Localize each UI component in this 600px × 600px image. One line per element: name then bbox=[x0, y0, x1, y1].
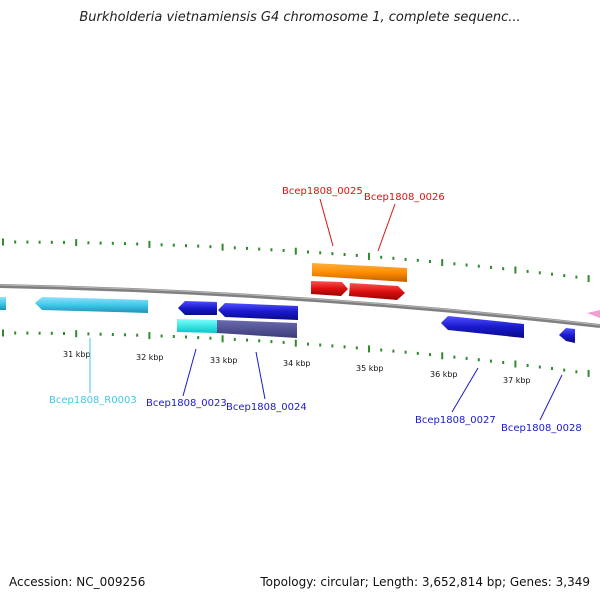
gene-arrow-bcep1808-r0003[interactable] bbox=[35, 297, 148, 313]
cyan-feature-0023[interactable] bbox=[177, 319, 217, 333]
leader-bcep1808-0024 bbox=[255, 351, 266, 400]
gene-label-bcep1808-0027[interactable]: Bcep1808_0027 bbox=[415, 415, 496, 426]
pink-feature-right-edge[interactable] bbox=[587, 310, 600, 318]
accession-text: Accession: NC_009256 bbox=[9, 575, 146, 589]
gc-content-track-upper bbox=[2, 238, 590, 283]
tick-label-35kbp: 35 kbp bbox=[356, 364, 384, 373]
tick-label-34kbp: 34 kbp bbox=[283, 359, 311, 368]
genome-summary-text: Topology: circular; Length: 3,652,814 bp… bbox=[260, 575, 590, 589]
gene-label-bcep1808-0026[interactable]: Bcep1808_0026 bbox=[364, 192, 445, 203]
leader-bcep1808-0028 bbox=[539, 374, 563, 421]
leader-bcep1808-0023 bbox=[182, 348, 197, 397]
orange-feature-0025-0026[interactable] bbox=[312, 263, 407, 282]
gene-label-bcep1808-r0003[interactable]: Bcep1808_R0003 bbox=[49, 395, 137, 406]
purple-feature-0024[interactable] bbox=[217, 320, 297, 338]
gene-arrow-bcep1808-0023[interactable] bbox=[178, 301, 217, 315]
gene-arrow-bcep1808-0028[interactable] bbox=[559, 328, 575, 343]
gene-label-bcep1808-0025[interactable]: Bcep1808_0025 bbox=[282, 186, 363, 197]
feature-left-edge[interactable] bbox=[0, 297, 6, 310]
tick-label-37kbp: 37 kbp bbox=[503, 376, 531, 385]
gene-label-bcep1808-0028[interactable]: Bcep1808_0028 bbox=[501, 423, 582, 434]
tick-label-33kbp: 33 kbp bbox=[210, 356, 238, 365]
leader-bcep1808-0026 bbox=[377, 203, 396, 252]
tick-label-36kbp: 36 kbp bbox=[430, 370, 458, 379]
map-title: Burkholderia vietnamiensis G4 chromosome… bbox=[79, 10, 521, 25]
chromosome-backbone bbox=[0, 284, 600, 328]
tick-label-32kbp: 32 kbp bbox=[136, 353, 164, 362]
chromosome-backbone-highlight bbox=[0, 284, 600, 326]
gene-arrow-bcep1808-0025[interactable] bbox=[311, 281, 348, 296]
gene-arrow-bcep1808-0026[interactable] bbox=[349, 283, 405, 300]
leader-bcep1808-0027 bbox=[451, 367, 479, 413]
gene-label-bcep1808-0023[interactable]: Bcep1808_0023 bbox=[146, 398, 227, 409]
gc-content-track-lower bbox=[2, 329, 590, 377]
gene-arrow-bcep1808-0024[interactable] bbox=[218, 303, 298, 320]
gene-label-bcep1808-0024[interactable]: Bcep1808_0024 bbox=[226, 402, 307, 413]
gene-arrow-bcep1808-0027[interactable] bbox=[441, 316, 524, 338]
tick-label-31kbp: 31 kbp bbox=[63, 350, 91, 359]
leader-bcep1808-0025 bbox=[319, 198, 334, 247]
